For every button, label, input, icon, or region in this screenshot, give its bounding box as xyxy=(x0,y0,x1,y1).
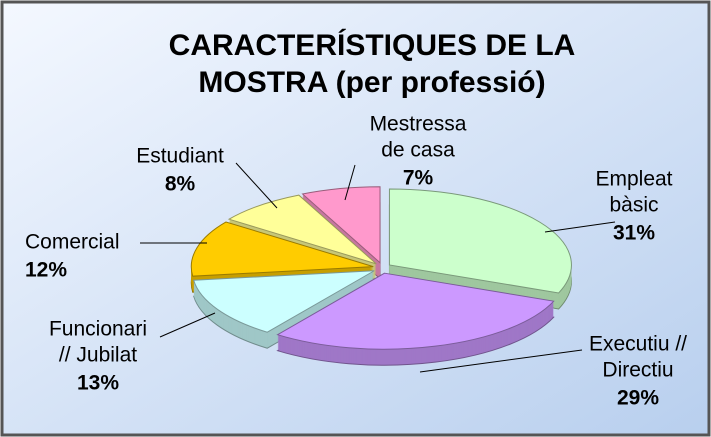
slice-label: bàsic xyxy=(609,194,658,217)
chart-title: CARACTERÍSTIQUES DE LA xyxy=(169,28,576,62)
value-label: 8% xyxy=(165,173,196,196)
leader-line xyxy=(544,221,616,233)
value-label: 29% xyxy=(617,387,659,410)
leader-line xyxy=(344,164,356,201)
slice-label: Mestressa xyxy=(370,113,467,136)
slice-label: Empleat xyxy=(595,168,672,191)
value-label: 31% xyxy=(613,222,655,245)
leader-line xyxy=(419,349,583,373)
slice-label: // Jubilat xyxy=(59,344,137,367)
slice xyxy=(193,270,375,333)
slice xyxy=(227,194,377,265)
slice xyxy=(388,188,572,294)
value-label: 7% xyxy=(403,167,434,190)
value-label: 13% xyxy=(77,372,119,395)
slice-label: Directiu xyxy=(602,359,673,382)
slice-label: Comercial xyxy=(25,231,120,254)
slice-label: de casa xyxy=(381,139,455,162)
leader-line xyxy=(235,162,278,209)
chart-title: MOSTRA (per professió) xyxy=(198,66,545,99)
leader-line xyxy=(159,312,216,338)
slice xyxy=(301,186,381,264)
slice xyxy=(276,272,555,350)
value-label: 12% xyxy=(25,259,67,282)
slice-label: Executiu // xyxy=(589,333,687,356)
slice xyxy=(190,221,374,277)
slice-label: Funcionari xyxy=(49,318,147,341)
slice-label: Estudiant xyxy=(136,145,224,168)
